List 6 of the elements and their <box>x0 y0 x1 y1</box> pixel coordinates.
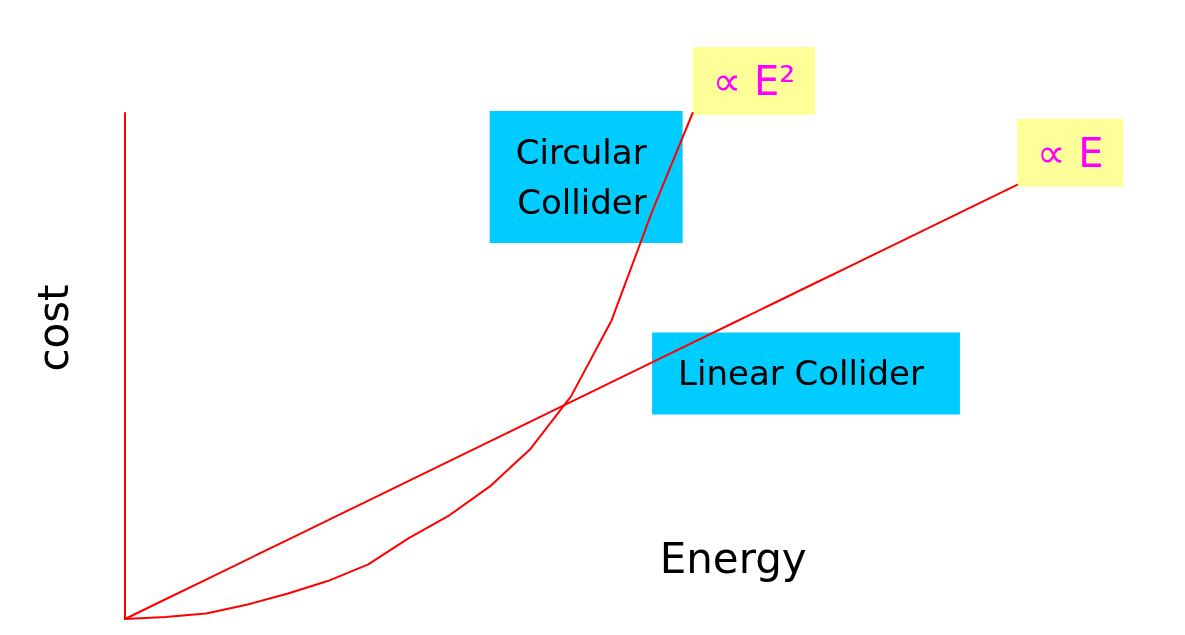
series-label: Circular Collider <box>515 132 647 222</box>
series-label: Linear Collider <box>678 353 924 394</box>
x-axis-title: Energy <box>659 533 807 583</box>
text: ∝ E² <box>712 58 796 104</box>
annotation: ∝ E <box>1037 129 1104 176</box>
y-axis-title: cost <box>28 284 78 372</box>
